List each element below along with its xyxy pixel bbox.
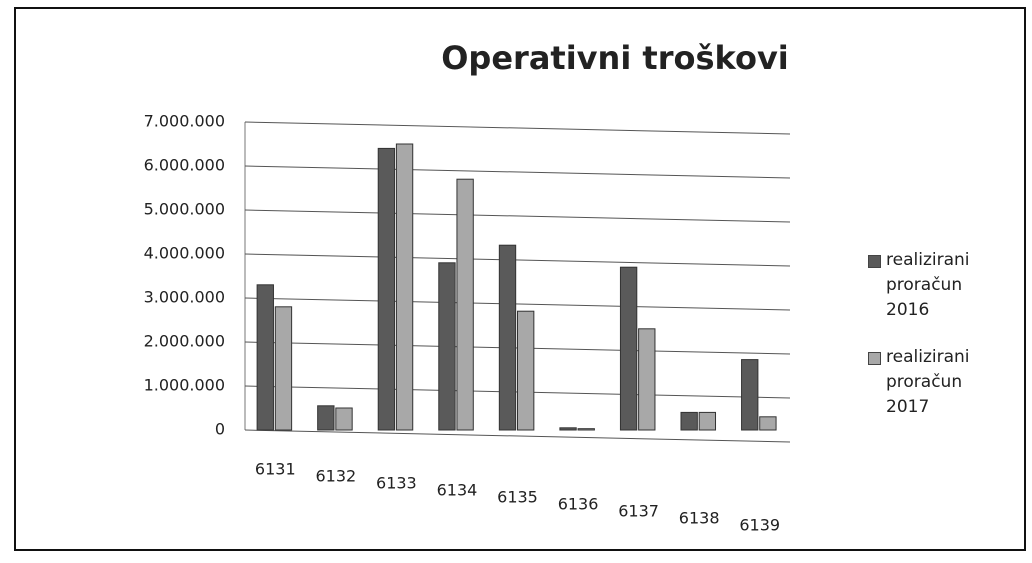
x-tick-label: 6135 — [497, 488, 538, 507]
grid-line — [244, 253, 791, 267]
legend-swatch — [868, 352, 881, 365]
bar — [698, 411, 717, 431]
bar — [395, 143, 414, 431]
x-tick-label: 6137 — [618, 502, 659, 521]
y-tick-label: 4.000.000 — [144, 244, 225, 263]
bar — [619, 266, 638, 431]
legend-swatch — [868, 255, 881, 268]
bar — [680, 411, 698, 431]
x-tick-label: 6139 — [739, 516, 780, 535]
x-tick-label: 6133 — [376, 474, 417, 493]
bar — [274, 306, 293, 431]
bar — [377, 147, 396, 431]
bar — [559, 427, 577, 431]
bar — [317, 405, 335, 431]
grid-line — [244, 209, 791, 223]
bar — [638, 328, 656, 431]
bar — [456, 178, 474, 431]
x-tick-label: 6138 — [679, 509, 720, 528]
bar — [517, 310, 535, 431]
legend-item: realizirani proračun 2016 — [868, 248, 988, 323]
x-tick-label: 6136 — [558, 495, 599, 514]
legend: realizirani proračun 2016 realizirani pro… — [868, 248, 988, 442]
grid-line — [244, 429, 791, 443]
grid-line — [244, 121, 791, 135]
bar — [438, 262, 456, 431]
y-tick-label: 3.000.000 — [144, 288, 225, 307]
bar — [577, 428, 595, 431]
x-tick-label: 6132 — [315, 467, 356, 486]
y-tick-label: 2.000.000 — [144, 332, 225, 351]
bar — [741, 359, 759, 431]
bar — [498, 244, 517, 431]
y-tick-label: 5.000.000 — [144, 200, 225, 219]
bar — [256, 284, 274, 431]
y-tick-label: 1.000.000 — [144, 376, 225, 395]
legend-item: realizirani proračun 2017 — [868, 345, 988, 420]
grid-line — [244, 297, 791, 311]
x-tick-label: 6134 — [437, 481, 478, 500]
x-tick-label: 6131 — [255, 460, 296, 479]
bar — [335, 407, 353, 431]
bar — [759, 416, 777, 431]
legend-label: realizirani proračun 2017 — [886, 347, 970, 417]
y-tick-label: 7.000.000 — [144, 112, 225, 131]
y-tick-label: 0 — [215, 420, 225, 439]
legend-label: realizirani proračun 2016 — [886, 250, 970, 320]
grid-line — [244, 165, 791, 179]
y-tick-label: 6.000.000 — [144, 156, 225, 175]
chart-frame — [14, 7, 1026, 551]
chart-title: Operativni troškovi — [441, 39, 789, 77]
